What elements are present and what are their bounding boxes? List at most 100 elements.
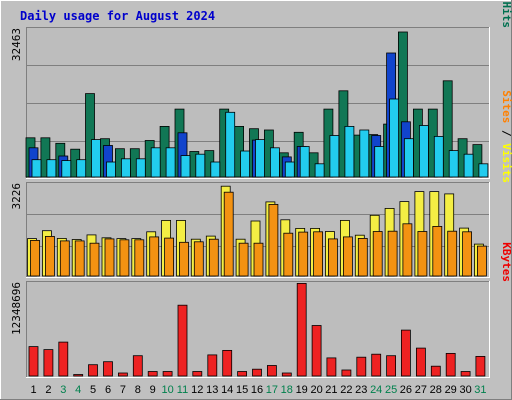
bar-pages-day-25 <box>389 98 400 178</box>
bar-pages-day-13 <box>210 161 221 178</box>
bar-sites-day-13 <box>208 238 219 277</box>
legend-label-kbytes: KBytes <box>500 242 512 282</box>
bar-kbytes-day-13 <box>207 354 218 377</box>
bar-sites-day-5 <box>89 242 100 277</box>
day-label-2: 2 <box>45 384 51 396</box>
bar-kbytes-day-5 <box>88 364 98 377</box>
bar-kbytes-day-12 <box>192 371 203 377</box>
bar-hits-day-2 <box>40 137 51 178</box>
bar-kbytes-day-18 <box>281 372 292 377</box>
bar-sites-day-28 <box>432 225 443 277</box>
bar-kbytes-day-31 <box>475 355 486 377</box>
bar-pages-day-27 <box>418 125 429 178</box>
bar-sites-day-20 <box>313 231 324 277</box>
bar-kbytes-day-26 <box>400 329 411 377</box>
day-label-31: 31 <box>474 384 486 396</box>
bar-kbytes-day-15 <box>237 371 248 377</box>
day-axis-labels: 1 2 3 4 5 6 7 8 9 10 11 12 13 14 15 16 17 18 19 20 21 22 23 24 2… <box>30 384 486 396</box>
bar-kbytes-day-4 <box>73 374 84 377</box>
legend-entry: Sites <box>500 90 512 123</box>
day-label-4: 4 <box>75 384 81 396</box>
bar-pages-day-4 <box>76 159 87 178</box>
bar-pages-day-17 <box>269 147 280 178</box>
series-sites <box>30 191 487 277</box>
bar-kbytes-day-9 <box>147 371 158 377</box>
day-label-6: 6 <box>105 384 111 396</box>
bar-sites-day-15 <box>238 242 249 277</box>
bar-sites-day-31 <box>476 245 487 277</box>
bar-kbytes-day-21 <box>326 357 337 377</box>
bar-sites-day-9 <box>149 236 160 277</box>
day-label-21: 21 <box>325 384 337 396</box>
bar-kbytes-day-25 <box>386 355 397 377</box>
bar-sites-day-29 <box>447 230 458 277</box>
panel-sites-visits: 3226 Sites / Visits <box>10 90 512 278</box>
bar-kbytes-day-28 <box>430 365 441 377</box>
bar-sites-day-23 <box>357 237 368 277</box>
bar-sites-day-17 <box>268 203 279 277</box>
bar-sites-day-10 <box>164 237 175 277</box>
bar-pages-day-30 <box>463 153 474 178</box>
day-label-12: 12 <box>191 384 203 396</box>
panel-pages-files-hits: 32463 Pages / Files / Hits <box>10 0 512 179</box>
day-label-8: 8 <box>135 384 141 396</box>
bar-pages-day-9 <box>150 147 161 178</box>
legend-label-sites-visits: Sites / Visits <box>500 90 512 183</box>
bar-sites-day-4 <box>74 240 85 277</box>
bar-pages-day-3 <box>61 160 72 178</box>
y-axis-max-label: 32463 <box>10 28 23 61</box>
bar-pages-day-18 <box>284 161 295 178</box>
day-label-11: 11 <box>177 384 188 396</box>
bar-sites-day-12 <box>193 241 204 277</box>
bar-sites-day-8 <box>134 239 145 277</box>
bar-pages-day-24 <box>374 146 385 178</box>
panel-kbytes: 12348696 KBytes <box>10 242 512 378</box>
bar-sites-day-1 <box>30 239 40 277</box>
day-label-14: 14 <box>221 384 233 396</box>
bar-sites-day-21 <box>327 238 338 277</box>
legend-entry: KBytes <box>500 242 512 282</box>
bar-sites-day-14 <box>223 191 234 277</box>
bar-kbytes-day-24 <box>371 353 382 377</box>
day-label-27: 27 <box>415 384 427 396</box>
chart-title: Daily usage for August 2024 <box>20 9 215 23</box>
day-label-5: 5 <box>90 384 96 396</box>
bar-kbytes-day-19 <box>296 282 307 377</box>
bar-kbytes-day-11 <box>177 304 188 377</box>
bar-kbytes-day-23 <box>356 356 367 377</box>
bar-pages-day-29 <box>448 150 459 178</box>
bar-pages-day-21 <box>329 135 340 178</box>
bar-pages-day-20 <box>314 163 325 178</box>
bar-kbytes-day-22 <box>341 369 352 377</box>
bar-pages-day-28 <box>433 135 444 178</box>
bar-kbytes-day-1 <box>28 346 39 377</box>
bar-kbytes-day-10 <box>162 371 173 377</box>
day-label-18: 18 <box>281 384 293 396</box>
bar-pages-day-16 <box>255 139 265 178</box>
chart-panels: 32463 Pages / Files / Hits 3226 Sites / Vis… <box>10 0 512 378</box>
day-label-7: 7 <box>120 384 126 396</box>
bar-sites-day-26 <box>402 223 413 277</box>
legend-entry: Hits <box>500 2 512 29</box>
day-label-30: 30 <box>459 384 471 396</box>
day-label-9: 9 <box>150 384 156 396</box>
bar-pages-day-19 <box>299 146 310 178</box>
bar-kbytes-day-6 <box>103 361 113 377</box>
day-label-26: 26 <box>400 384 412 396</box>
legend-entry: Visits <box>500 143 512 183</box>
bar-pages-day-14 <box>225 111 236 178</box>
bar-kbytes-day-16 <box>252 368 262 377</box>
day-label-13: 13 <box>206 384 218 396</box>
bar-pages-day-12 <box>195 153 206 178</box>
bar-pages-day-26 <box>403 138 414 178</box>
day-label-28: 28 <box>430 384 442 396</box>
legend-entry: / <box>500 0 512 2</box>
bar-kbytes-day-14 <box>222 349 233 377</box>
bar-sites-day-24 <box>372 231 383 277</box>
bar-kbytes-day-30 <box>460 371 471 377</box>
bar-sites-day-16 <box>253 242 264 277</box>
bar-sites-day-27 <box>417 231 428 277</box>
bar-pages-day-7 <box>121 158 131 178</box>
bar-pages-day-1 <box>31 159 42 178</box>
